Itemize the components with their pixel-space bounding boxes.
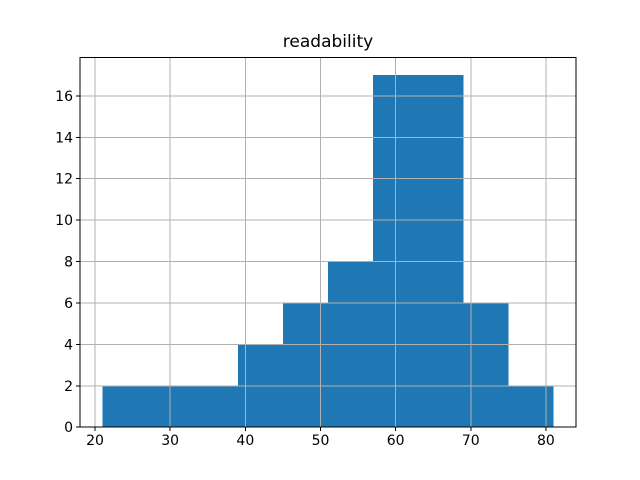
histogram-bar xyxy=(418,75,464,428)
y-tick-label: 0 xyxy=(64,420,73,436)
x-tick-label: 30 xyxy=(161,433,179,449)
x-tick-label: 70 xyxy=(462,433,480,449)
y-tick-label: 4 xyxy=(64,337,73,353)
x-tick-label: 80 xyxy=(537,433,555,449)
chart-title: readability xyxy=(282,32,374,52)
y-tick-label: 8 xyxy=(64,255,73,271)
histogram-bar xyxy=(463,302,509,428)
y-tick-label: 16 xyxy=(55,89,73,105)
histogram-bar xyxy=(282,302,328,428)
y-tick-label: 12 xyxy=(55,172,73,188)
x-tick-label: 60 xyxy=(387,433,405,449)
x-tick-label: 20 xyxy=(86,433,104,449)
y-tick-label: 10 xyxy=(55,213,73,229)
y-tick-label: 14 xyxy=(55,130,73,146)
histogram-bar xyxy=(508,385,554,428)
x-tick-label: 50 xyxy=(312,433,330,449)
x-tick-label: 40 xyxy=(236,433,254,449)
histogram-bar xyxy=(192,385,238,428)
y-tick-label: 2 xyxy=(64,379,73,395)
y-tick-label: 6 xyxy=(64,296,73,312)
plot-area-border xyxy=(79,57,577,428)
histogram-bar xyxy=(102,385,148,428)
